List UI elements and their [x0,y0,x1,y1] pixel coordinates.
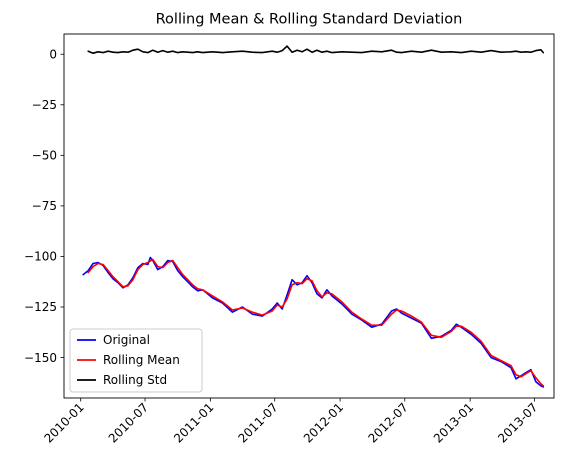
y-tick-label: −100 [24,250,57,264]
y-tick-label: −75 [32,199,57,213]
legend-label-rolling-std: Rolling Std [103,373,167,387]
legend: Original Rolling Mean Rolling Std [69,328,203,393]
y-tick-label: −150 [24,351,57,365]
legend-label-rolling-mean: Rolling Mean [103,353,180,367]
x-tick-label: 2011-07 [235,400,280,445]
legend-box [69,328,203,393]
plot-frame [63,33,555,399]
y-tick-label: −50 [32,149,57,163]
series-line-original [82,256,545,388]
x-tick-label: 2010-07 [106,400,151,445]
legend-label-original: Original [103,333,150,347]
x-tick-label: 2012-01 [301,400,346,445]
x-tick-label: 2010-01 [41,400,86,445]
chart-title: Rolling Mean & Rolling Standard Deviatio… [156,12,463,28]
y-tick-label: −25 [32,98,57,112]
x-tick-label: 2011-01 [171,400,216,445]
x-tick-label: 2013-01 [431,400,476,445]
y-tick-label: 0 [49,47,57,61]
series-layer [82,45,545,388]
x-tick-label: 2012-07 [366,400,411,445]
x-tick-label: 2013-07 [495,400,540,445]
series-line-rolling-std [87,45,545,55]
series-line-rolling-mean [87,258,545,387]
x-axis: 2010-01 2010-07 2011-01 2011-07 2012-01 2012-… [41,398,541,446]
y-tick-label: −125 [24,300,57,314]
y-axis: 0 −25 −50 −75 −100 −125 −150 [24,47,64,365]
